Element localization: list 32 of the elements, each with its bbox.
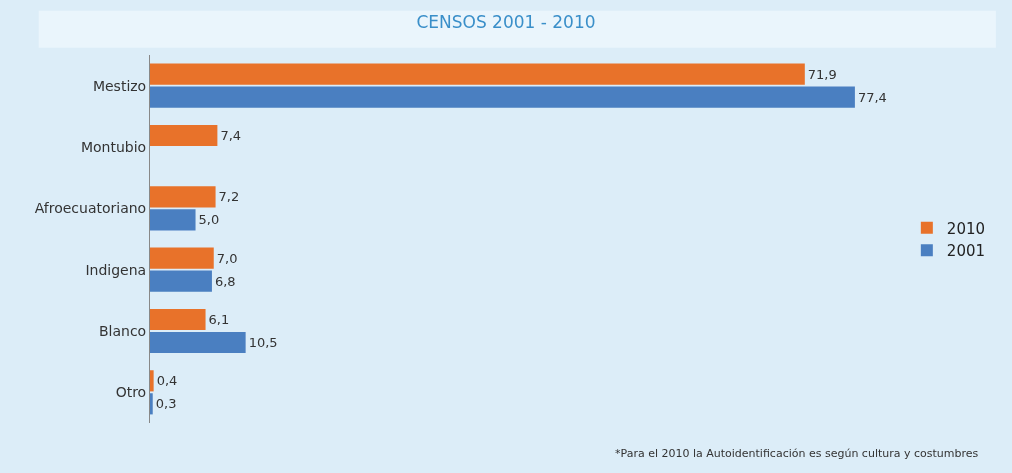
bar	[150, 63, 805, 85]
data-label: 7,2	[218, 189, 240, 205]
bar	[150, 370, 154, 392]
bar	[150, 186, 216, 208]
bar	[150, 308, 206, 331]
data-label: 7,4	[220, 128, 242, 143]
data-label: 5,0	[198, 212, 220, 228]
legend-label: 2001	[946, 242, 986, 261]
y-tick-label: Otro	[115, 384, 147, 401]
bar	[150, 124, 218, 147]
data-label: 71,9	[807, 66, 837, 82]
bar	[150, 270, 212, 292]
y-tick-label: Indigena	[85, 261, 147, 278]
bar	[150, 331, 246, 354]
data-label: 0,4	[156, 373, 178, 389]
bar	[150, 393, 153, 415]
y-tick-label: Mestizo	[92, 77, 147, 94]
data-label: 6,8	[214, 273, 236, 289]
legend-label: 2010	[946, 219, 986, 238]
y-tick-label: Blanco	[98, 322, 147, 339]
y-tick-label: Montubio	[80, 138, 147, 155]
data-label: 0,3	[155, 396, 177, 412]
data-label: 7,0	[216, 250, 238, 266]
chart-title: CENSOS 2001 - 2010	[416, 12, 596, 33]
bar	[150, 209, 196, 231]
y-tick-label: Afroecuatoriano	[34, 200, 147, 217]
data-label: 6,1	[208, 312, 230, 327]
bar	[150, 86, 855, 108]
data-label: 77,4	[857, 89, 887, 105]
text: *Para el 2010 la Autoidentificación es según cultura y costumbres	[615, 447, 979, 460]
data-label: 10,5	[248, 335, 278, 350]
bar	[150, 247, 214, 269]
